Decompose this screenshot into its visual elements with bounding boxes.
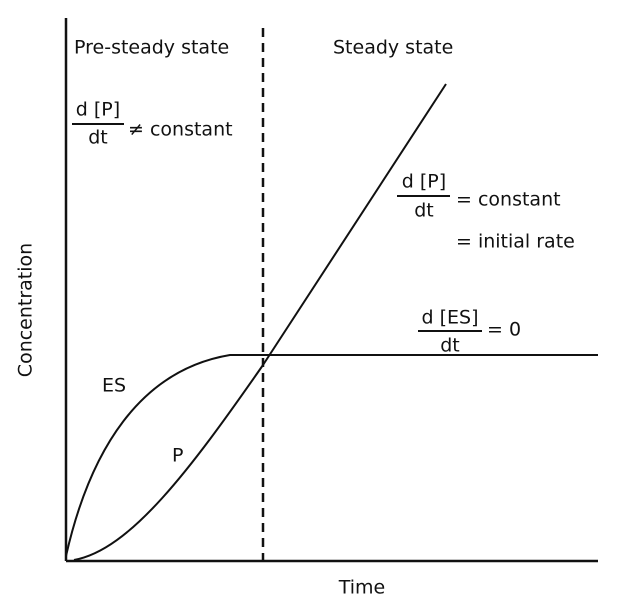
denominator: dt xyxy=(88,127,108,149)
curve-label: P xyxy=(172,445,183,467)
relation: ≠ constant xyxy=(128,119,233,141)
relation: = 0 xyxy=(487,319,521,341)
p-curve xyxy=(73,83,447,561)
y-axis-label: Concentration xyxy=(15,243,37,377)
curve-label: ES xyxy=(102,375,126,397)
denominator: dt xyxy=(414,200,434,222)
numerator: d [ES] xyxy=(422,307,479,329)
relation: = initial rate xyxy=(456,231,575,253)
relation: = constant xyxy=(456,189,561,211)
numerator: d [P] xyxy=(402,171,446,193)
numerator: d [P] xyxy=(76,99,120,121)
x-axis-label: Time xyxy=(338,577,386,599)
region-label: Pre-steady state xyxy=(74,37,229,59)
region-label: Steady state xyxy=(333,37,453,59)
es-curve xyxy=(65,354,598,557)
denominator: dt xyxy=(440,335,460,357)
